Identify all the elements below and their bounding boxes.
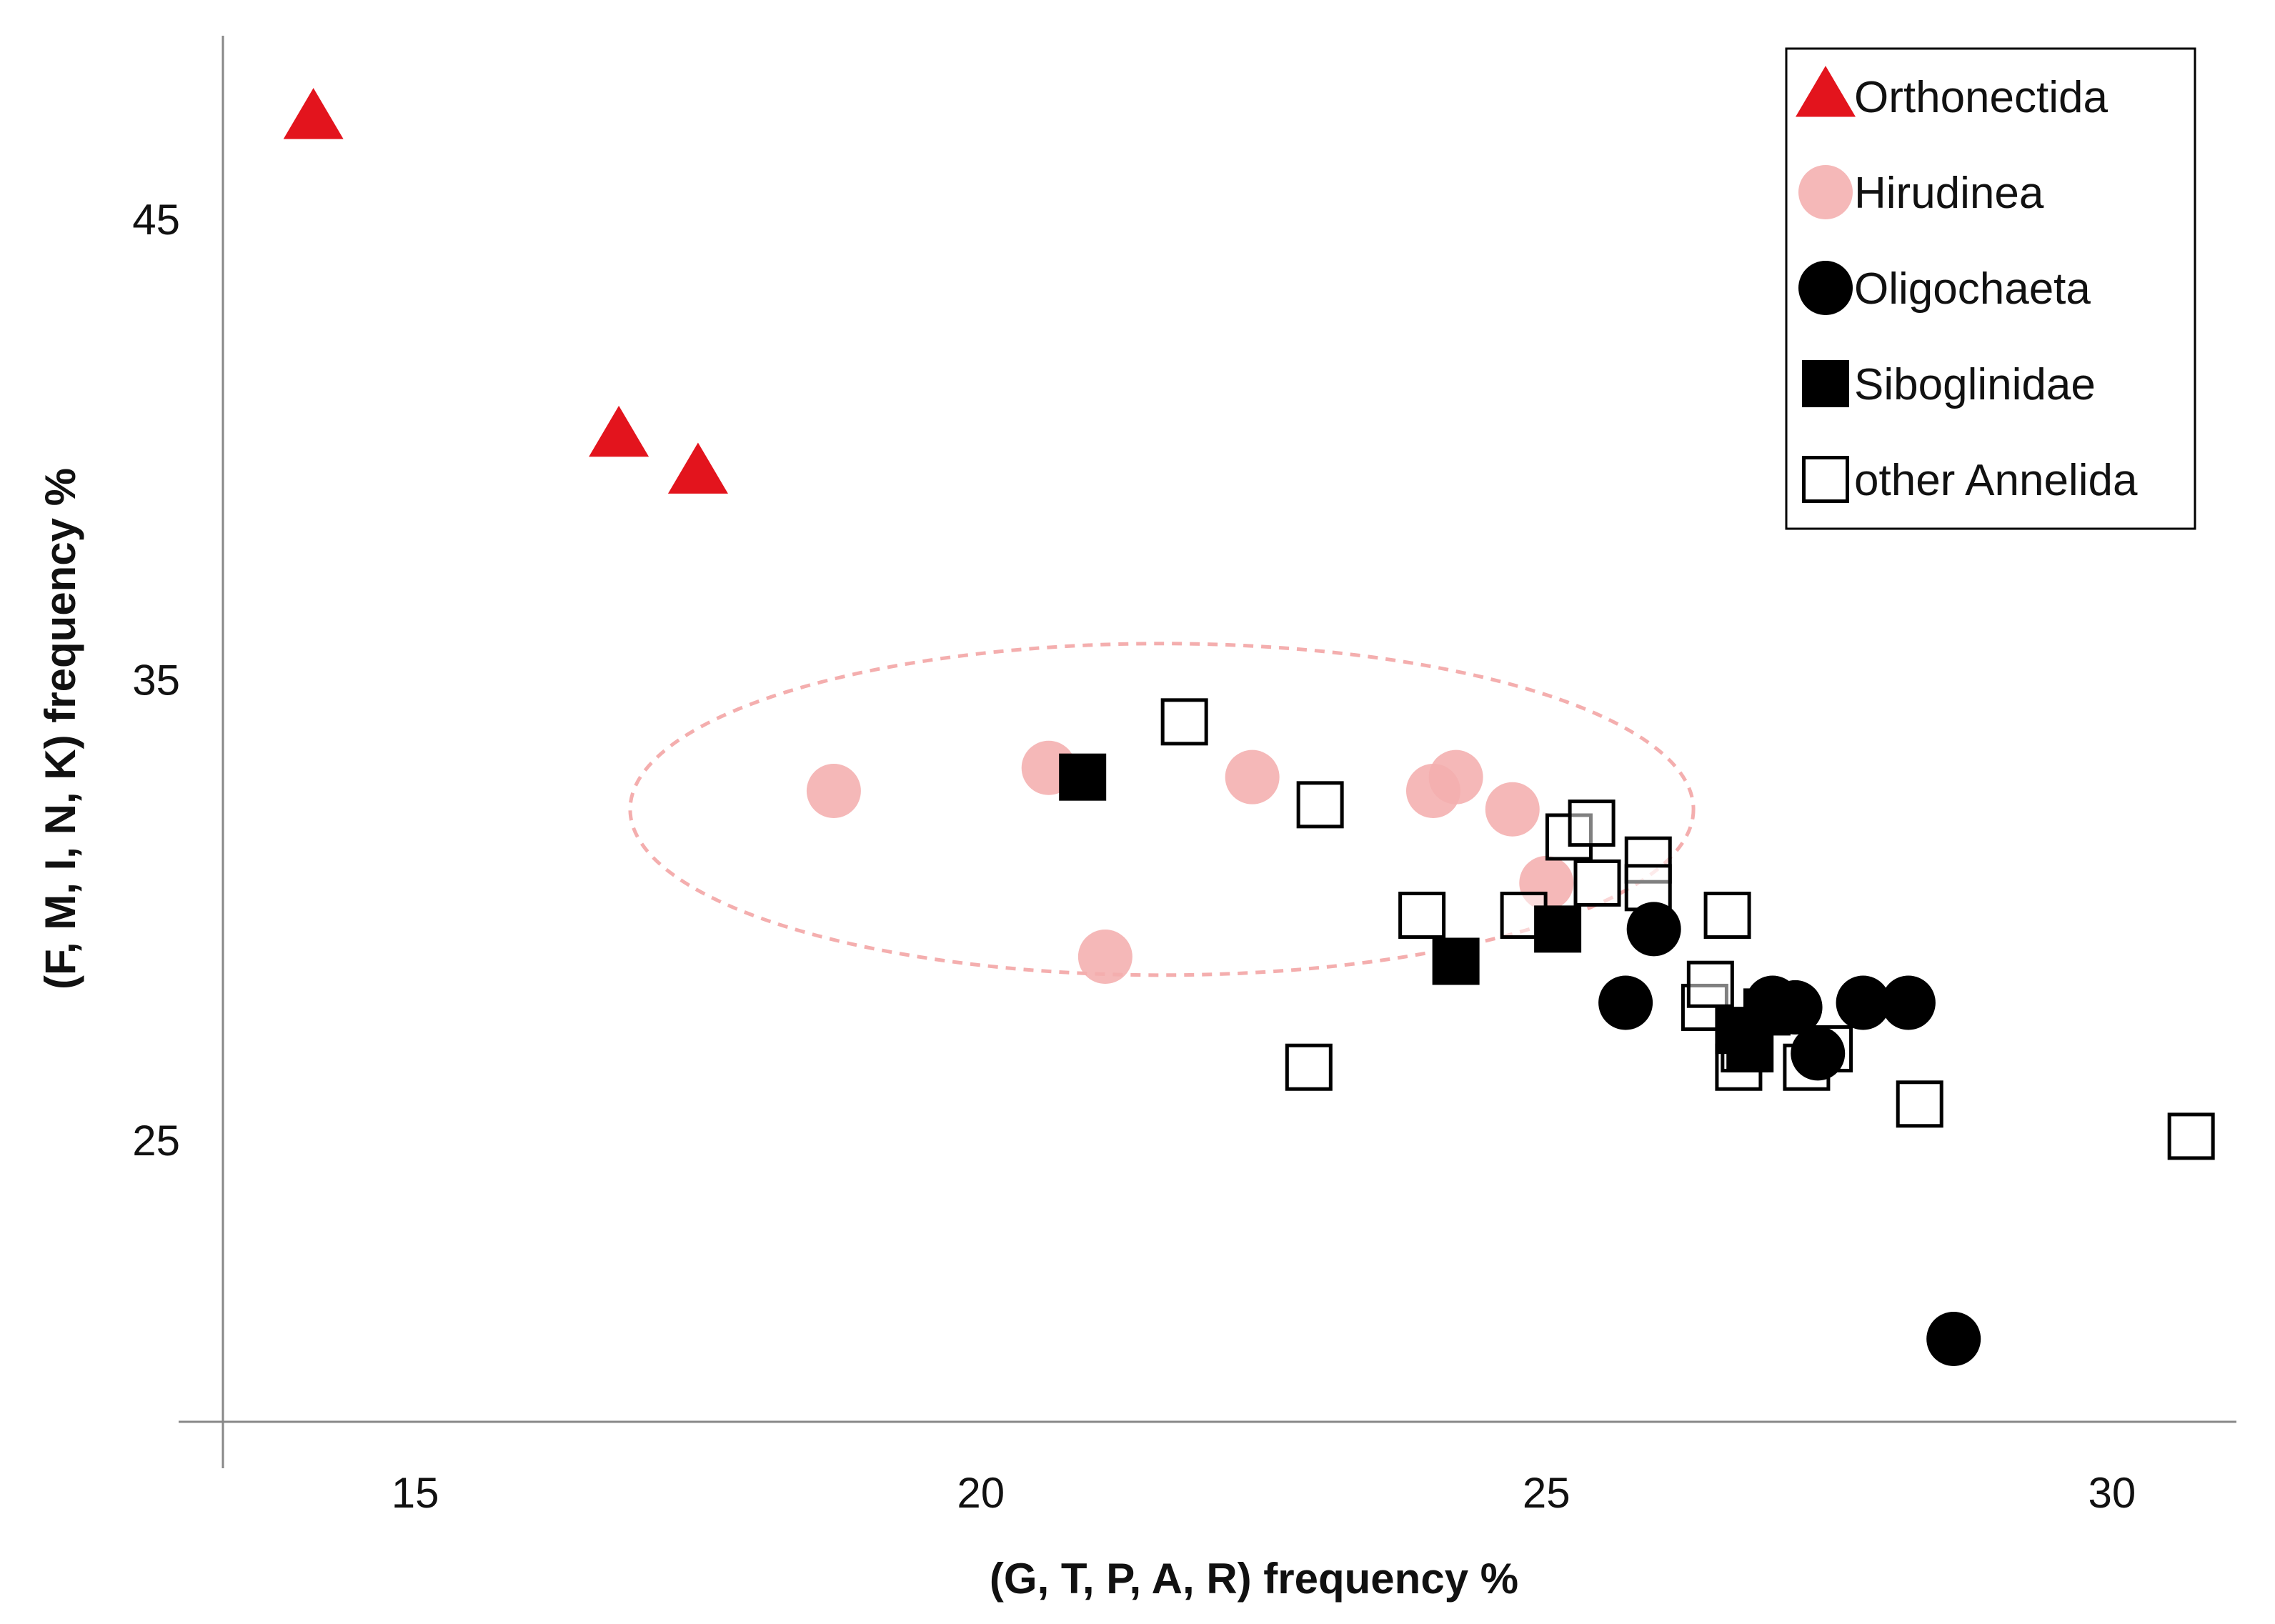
- orthonectida-point: [283, 88, 344, 139]
- siboglinidae-point: [1432, 937, 1480, 985]
- oligochaeta-point: [1626, 902, 1681, 957]
- legend-marker-orthonectida: [1796, 66, 1856, 117]
- other-annelida-point: [1285, 1043, 1333, 1091]
- y-tick-labels: 25 35 45: [132, 196, 180, 1165]
- other-annelida-point: [1896, 1080, 1943, 1128]
- y-axis-title: (F, M, I, N, K) frequency %: [36, 468, 84, 990]
- legend-label-hirudinea: Hirudinea: [1854, 169, 2044, 218]
- legend-label-oligochaeta: Oligochaeta: [1854, 264, 2091, 314]
- oligochaeta-point: [1598, 975, 1653, 1030]
- legend-marker-siboglinidae: [1802, 360, 1849, 407]
- orthonectida-point: [667, 442, 728, 494]
- legend-marker-hirudinea: [1798, 165, 1853, 219]
- siboglinidae-point: [1059, 753, 1107, 801]
- legend-marker-other-annelida: [1802, 456, 1849, 503]
- legend-label-other-annelida: other Annelida: [1854, 456, 2138, 505]
- other-annelida-point: [1568, 799, 1616, 847]
- y-tick-label: 35: [132, 656, 180, 704]
- oligochaeta-point: [1836, 975, 1891, 1030]
- data-points: [283, 88, 2215, 1366]
- other-annelida-point: [1398, 892, 1446, 940]
- x-axis-title: (G, T, P, A, R) frequency %: [990, 1555, 1518, 1603]
- hirudinea-point: [1077, 930, 1132, 985]
- siboglinidae-point: [1534, 905, 1582, 953]
- hirudinea-point: [1225, 749, 1280, 804]
- x-tick-label: 30: [2088, 1469, 2136, 1517]
- orthonectida-point: [589, 405, 649, 457]
- hirudinea-point: [1428, 749, 1483, 804]
- other-annelida-point: [1573, 859, 1621, 907]
- legend-label-orthonectida: Orthonectida: [1854, 73, 2109, 122]
- other-annelida-point: [1703, 892, 1751, 940]
- x-tick-label: 20: [957, 1469, 1005, 1517]
- oligochaeta-point: [1926, 1311, 1981, 1366]
- legend-box: [1785, 47, 2196, 530]
- oligochaeta-point: [1791, 1026, 1846, 1081]
- hirudinea-point: [806, 764, 861, 819]
- legend-marker-oligochaeta: [1798, 261, 1853, 315]
- other-annelida-point: [1296, 781, 1344, 829]
- legend: Orthonectida Hirudinea Oligochaeta Siboglin…: [1785, 47, 2196, 530]
- y-tick-label: 45: [132, 196, 180, 244]
- oligochaeta-point: [1881, 975, 1936, 1030]
- other-annelida-point: [2167, 1112, 2215, 1160]
- y-tick-label: 25: [132, 1117, 180, 1165]
- hirudinea-point: [1485, 782, 1540, 837]
- x-tick-labels: 15 20 25 30: [392, 1469, 2136, 1517]
- other-annelida-point: [1160, 698, 1208, 746]
- legend-label-siboglinidae: Siboglinidae: [1854, 360, 2096, 409]
- x-tick-label: 25: [1523, 1469, 1570, 1517]
- other-annelida-point: [1686, 960, 1734, 1008]
- x-tick-label: 15: [392, 1469, 439, 1517]
- oligochaeta-point: [1768, 980, 1823, 1035]
- hirudinea-cluster-ellipse: [628, 642, 1696, 977]
